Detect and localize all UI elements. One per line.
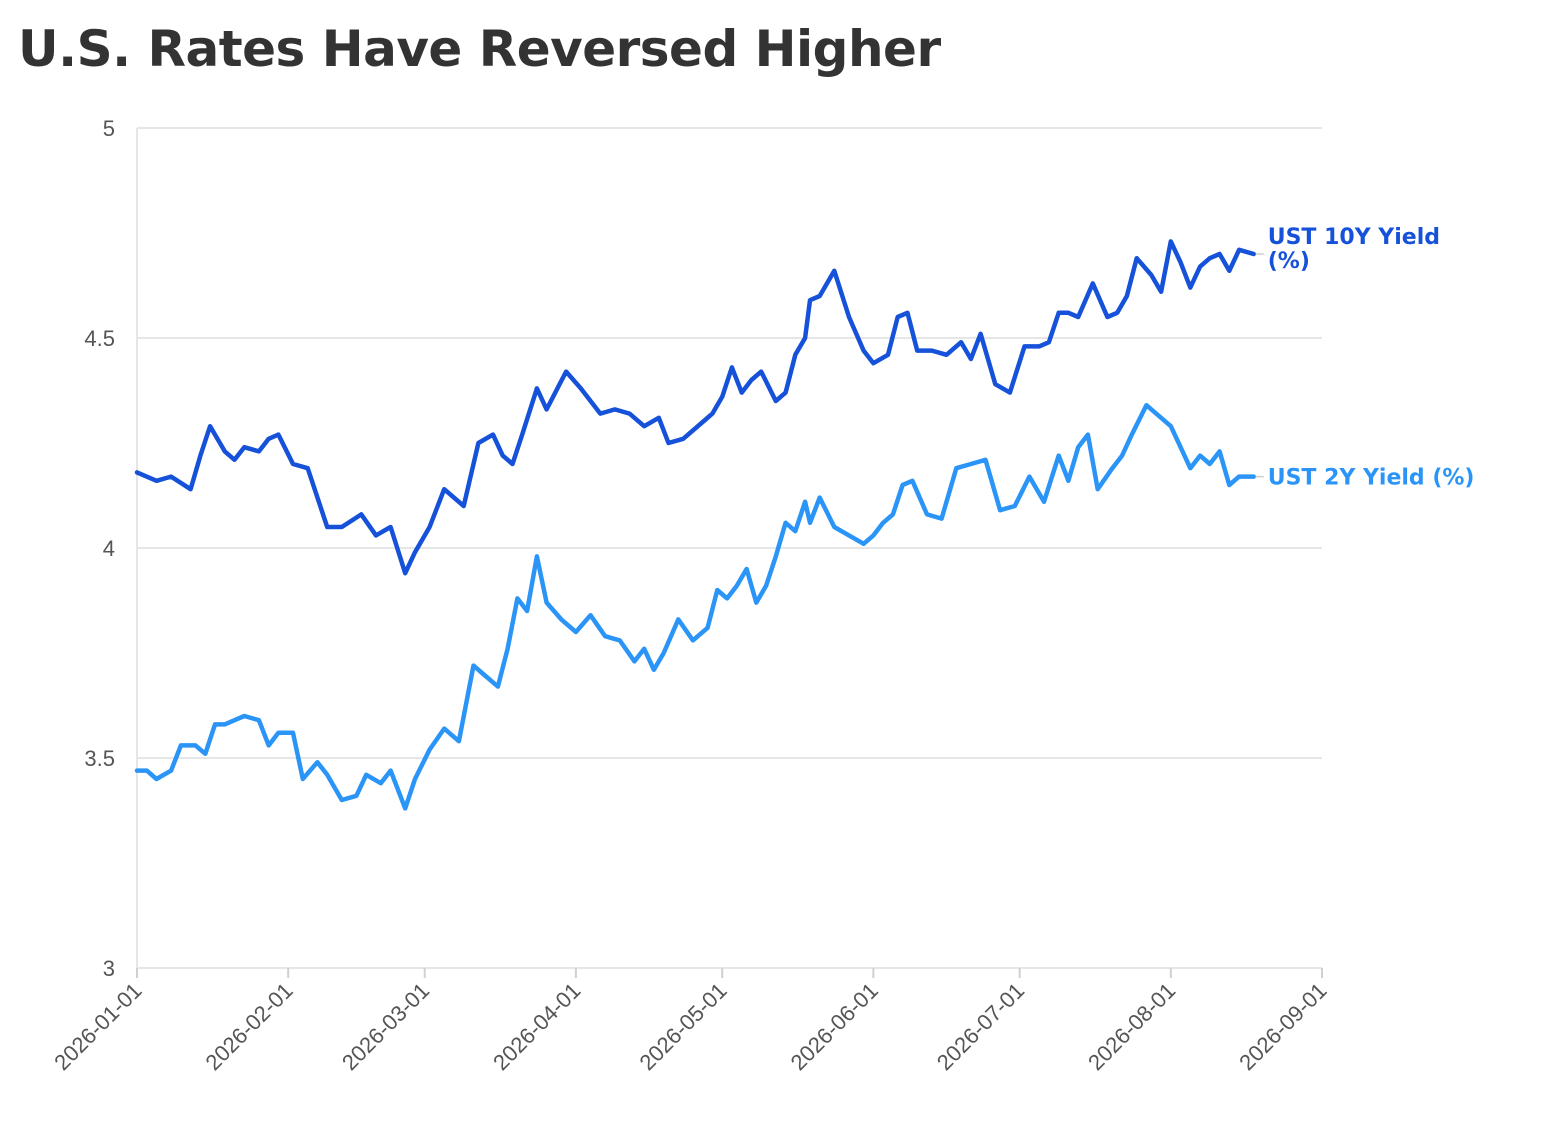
- x-tick-label: 2026-05-01: [634, 978, 731, 1075]
- y-tick-label: 5: [103, 116, 115, 141]
- x-tick-label: 2026-02-01: [200, 978, 297, 1075]
- y-tick-label: 4.5: [84, 326, 115, 351]
- series-label: UST 2Y Yield (%): [1268, 466, 1475, 491]
- series-lines: [134, 239, 1256, 811]
- x-tick-label: 2026-06-01: [786, 978, 883, 1075]
- x-tick-label: 2026-04-01: [488, 978, 585, 1075]
- series-label: UST 10Y Yield: [1268, 225, 1440, 250]
- y-tick-label: 3.5: [84, 746, 115, 771]
- chart-title: U.S. Rates Have Reversed Higher: [18, 20, 941, 78]
- y-tick-label: 3: [103, 956, 115, 981]
- y-tick-label: 4: [103, 536, 115, 561]
- x-tick-label: 2026-07-01: [932, 978, 1029, 1075]
- series-line-0: [134, 239, 1256, 576]
- series-label: (%): [1268, 249, 1310, 274]
- series-line-1: [134, 402, 1256, 811]
- series-labels: UST 10Y Yield(%) UST 2Y Yield (%): [1255, 225, 1475, 491]
- gridlines: [137, 127, 1322, 969]
- x-tick-label: 2026-01-01: [49, 978, 146, 1075]
- x-tick-label: 2026-09-01: [1234, 978, 1331, 1075]
- x-tick-label: 2026-03-01: [337, 978, 434, 1075]
- x-tick-label: 2026-08-01: [1083, 978, 1180, 1075]
